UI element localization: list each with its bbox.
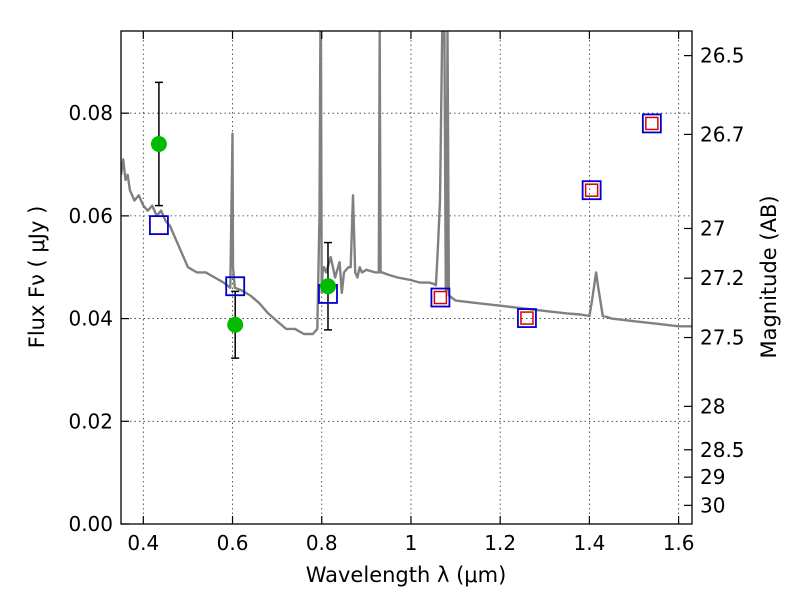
model-photometry-square	[517, 308, 537, 328]
filter-photometry-square	[584, 183, 599, 197]
observed-point	[319, 278, 336, 295]
clipped-layer	[121, 31, 692, 359]
mag-tick-label: 28	[700, 394, 725, 418]
x-tick-label: 0.4	[127, 531, 159, 555]
plot-frame	[120, 30, 693, 525]
x-tick-label: 1	[405, 531, 418, 555]
mag-tick-label: 27	[700, 216, 725, 240]
mag-tick-label: 27.2	[700, 266, 745, 290]
filter-photometry-square	[520, 311, 534, 325]
x-tick-label: 1.6	[663, 531, 695, 555]
plot-area	[121, 31, 692, 359]
grid-lines	[121, 31, 692, 525]
x-axis-label: Wavelength λ (μm)	[306, 563, 507, 587]
model-photometry-square	[430, 287, 451, 308]
model-photometry-square	[149, 215, 169, 236]
y-axis-label: Flux Fν ( μJy )	[25, 206, 49, 349]
model-photometry-square	[581, 180, 602, 201]
model-photometry-square	[225, 276, 246, 297]
x-tick-label: 0.6	[217, 531, 249, 555]
x-tick-label: 1.2	[484, 531, 516, 555]
mag-tick-label: 27.5	[700, 326, 745, 350]
observed-point	[227, 316, 244, 333]
y-tick-label: 0.08	[68, 101, 113, 125]
mag-tick-label: 30	[700, 493, 725, 517]
y2-axis-label: Magnitude (AB)	[757, 195, 781, 358]
filter-photometry-square	[433, 290, 448, 305]
x-tick-label: 0.8	[306, 531, 338, 555]
model-photometry-square	[641, 113, 662, 134]
sed-model-line	[121, 31, 692, 336]
y-tick-label: 0.00	[68, 512, 113, 536]
mag-tick-label: 26.7	[700, 122, 745, 146]
y-tick-label: 0.04	[68, 307, 113, 331]
filter-photometry-square	[645, 116, 659, 131]
axis-ticks: 0.4 0.6 0.8 1 1.2 1.4 1.6 0.00 0.02 0.04 0.06 0.08 2…	[68, 31, 745, 555]
mag-tick-label: 29	[700, 465, 725, 489]
mag-tick-label: 28.5	[700, 438, 745, 462]
y-tick-label: 0.02	[68, 409, 113, 433]
x-tick-label: 1.4	[573, 531, 605, 555]
mag-tick-label: 26.5	[700, 44, 745, 68]
y-tick-label: 0.06	[68, 204, 113, 228]
observed-point	[150, 135, 167, 152]
